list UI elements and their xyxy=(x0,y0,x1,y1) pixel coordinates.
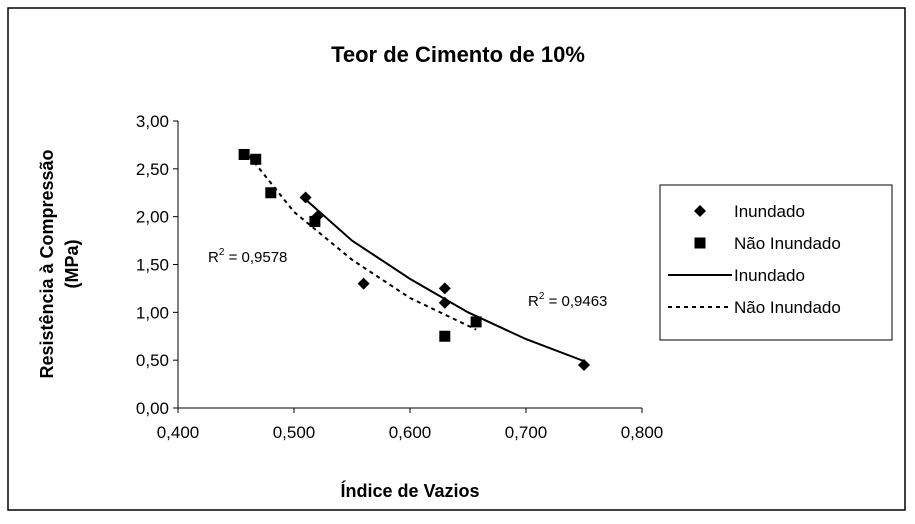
annotation-text: = 0,9463 xyxy=(544,293,607,310)
y-tick-label: 1,00 xyxy=(136,303,169,322)
legend-swatch xyxy=(694,237,706,249)
y-tick-label: 2,50 xyxy=(136,160,169,179)
legend-label: Inundado xyxy=(734,202,805,221)
point xyxy=(309,215,321,227)
x-tick-label: 0,800 xyxy=(621,423,664,442)
annotation-base: R xyxy=(528,293,539,310)
annotation: R2 = 0,9578 xyxy=(208,247,287,266)
x-tick-label: 0,500 xyxy=(273,423,316,442)
annotation: R2 = 0,9463 xyxy=(528,291,607,310)
legend-label: Não Inundado xyxy=(734,234,841,253)
x-tick-label: 0,600 xyxy=(389,423,432,442)
y-axis-label: (MPa) xyxy=(62,239,82,288)
point xyxy=(578,358,590,371)
y-tick-label: 0,00 xyxy=(136,399,169,418)
y-tick-label: 1,50 xyxy=(136,256,169,275)
y-tick-label: 2,00 xyxy=(136,208,169,227)
legend-label: Não Inundado xyxy=(734,298,841,317)
annotation-sup: 2 xyxy=(219,247,225,258)
point xyxy=(238,148,250,160)
point xyxy=(299,191,312,204)
legend-swatch xyxy=(694,205,706,217)
annotation-text: = 0,9578 xyxy=(224,249,287,266)
trend-line xyxy=(304,198,585,363)
point xyxy=(250,153,262,165)
y-tick-label: 3,00 xyxy=(136,112,169,131)
x-tick-label: 0,400 xyxy=(157,423,200,442)
y-tick-label: 0,50 xyxy=(136,351,169,370)
point xyxy=(438,282,451,295)
trend-line xyxy=(243,149,477,331)
annotation-base: R xyxy=(208,249,219,266)
point xyxy=(357,277,370,290)
y-axis-label: Resistência à Compressão xyxy=(37,149,57,378)
chart-title: Teor de Cimento de 10% xyxy=(331,42,585,67)
point xyxy=(439,330,451,342)
annotation-sup: 2 xyxy=(539,291,545,302)
point xyxy=(470,316,482,328)
x-axis-label: Índice de Vazios xyxy=(340,480,479,501)
point xyxy=(265,187,277,199)
legend-label: Inundado xyxy=(734,266,805,285)
x-tick-label: 0,700 xyxy=(505,423,548,442)
